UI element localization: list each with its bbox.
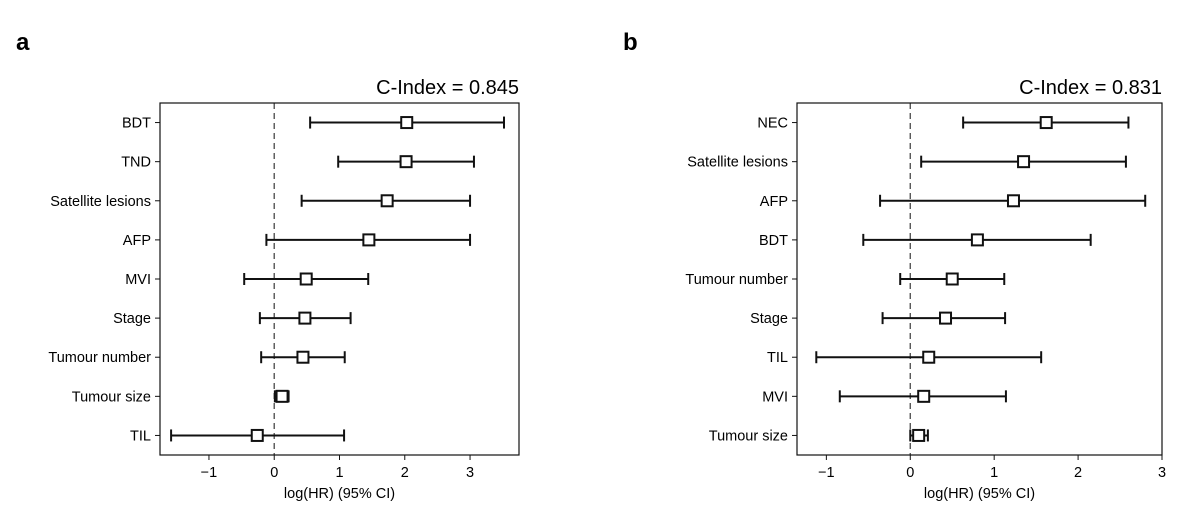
forest-row: MVI [762,389,1007,405]
row-label: AFP [760,194,788,210]
forest-row: TIL [767,350,1043,366]
estimate-marker [362,233,376,247]
estimate-marker [970,233,984,247]
estimate-marker [380,194,394,208]
row-label: TND [121,155,151,171]
x-axis-label: log(HR) (95% CI) [284,486,395,502]
row-label: AFP [123,233,151,249]
estimate-marker [298,311,312,325]
row-label: Tumour number [685,272,788,288]
row-label: BDT [759,233,788,249]
forest-row: Tumour number [48,350,346,366]
forest-row: TND [121,155,475,171]
estimate-marker [945,272,959,286]
x-tick-label: 0 [270,465,278,481]
row-label: NEC [757,116,788,132]
forest-row: TIL [130,428,346,444]
row-label: TIL [130,428,151,444]
forest-row: BDT [122,116,505,132]
forest-row: NEC [757,116,1130,132]
row-label: MVI [125,272,151,288]
x-tick-label: 1 [335,465,343,481]
estimate-marker [250,428,264,442]
forest-row: BDT [759,233,1092,249]
forest-row: AFP [760,194,1147,210]
estimate-marker [939,311,953,325]
estimate-marker [1006,194,1020,208]
forest-row: Satellite lesions [687,155,1127,171]
x-tick-label: 2 [1074,465,1082,481]
panel-a: a C-Index = 0.845 BDT TND Satellite lesions A… [16,29,520,502]
forest-row: MVI [125,272,370,288]
x-tick-label: 2 [401,465,409,481]
estimate-marker [917,389,931,403]
forest-row: Tumour size [709,428,929,444]
estimate-marker [922,350,936,364]
row-label: Tumour number [48,350,151,366]
x-tick-label: 3 [1158,465,1166,481]
forest-row: Stage [113,311,352,327]
forest-row: Stage [750,311,1007,327]
row-label: TIL [767,350,788,366]
x-axis-label: log(HR) (95% CI) [924,486,1035,502]
plot-frame [796,102,1163,456]
x-tick-label: 0 [906,465,914,481]
x-tick-label: 1 [990,465,998,481]
estimate-marker [1017,155,1031,169]
row-label: Satellite lesions [687,155,788,171]
forest-row: AFP [123,233,472,249]
forest-row: Tumour size [72,389,290,405]
row-label: Tumour size [72,389,151,405]
estimate-marker [399,155,413,169]
chart-title: C-Index = 0.831 [1019,77,1162,99]
chart-title: C-Index = 0.845 [376,77,519,99]
row-label: Tumour size [709,428,788,444]
row-label: Stage [750,311,788,327]
estimate-marker [1039,116,1053,130]
x-tick-label: 3 [466,465,474,481]
panel-label: a [16,29,30,56]
estimate-marker [299,272,313,286]
estimate-marker [912,428,926,442]
estimate-marker [400,116,414,130]
row-label: Satellite lesions [50,194,151,210]
forest-row: Satellite lesions [50,194,472,210]
panel-label: b [623,29,638,56]
row-label: Stage [113,311,151,327]
panel-b: b C-Index = 0.831 NEC Satellite lesions AFP B… [623,29,1166,502]
x-tick-label: −1 [818,465,835,481]
forest-row: Tumour number [685,272,1006,288]
estimate-marker [275,389,289,403]
estimate-marker [296,350,310,364]
row-label: MVI [762,389,788,405]
x-tick-label: −1 [201,465,218,481]
row-label: BDT [122,116,151,132]
